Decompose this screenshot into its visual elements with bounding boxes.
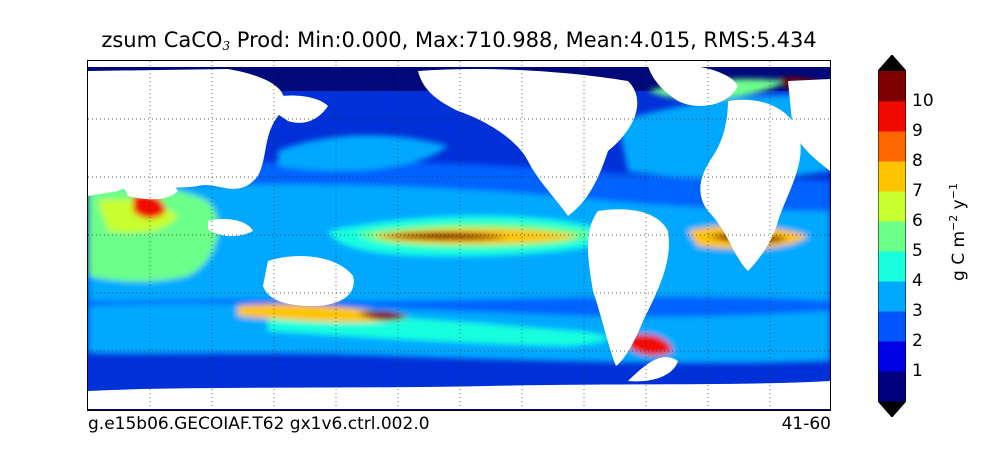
colorbar-label-exp2: −1	[947, 183, 961, 200]
colorbar-tick-label: 1	[912, 360, 923, 381]
years-caption: 41-60	[781, 414, 831, 434]
colorbar-segment	[878, 221, 906, 252]
colorbar-tick-label: 10	[912, 90, 934, 111]
colorbar-label: g C m−2 y−1	[947, 183, 969, 281]
colorbar-segment	[878, 311, 906, 342]
colorbar-label-mid: y	[948, 199, 969, 215]
colorbar-tick-label: 6	[912, 210, 923, 231]
colorbar-tick-label: 2	[912, 330, 923, 351]
colorbar-extend-max	[878, 55, 906, 71]
colorbar-label-main: g C m	[948, 230, 969, 281]
colorbar-tick-label: 5	[912, 240, 923, 261]
colorbar-segment	[878, 251, 906, 282]
colorbar-tick-label: 9	[912, 120, 923, 141]
colorbar-segment	[878, 71, 906, 102]
title-suffix: Prod: Min:0.000, Max:710.988, Mean:4.015…	[230, 28, 817, 52]
colorbar-segment	[878, 161, 906, 192]
colorbar-segment	[878, 131, 906, 162]
run-caption: g.e15b06.GECOIAF.T62 gx1v6.ctrl.002.0	[88, 414, 430, 434]
title-subscript: 3	[222, 39, 231, 53]
colorbar-extend-min	[878, 401, 906, 417]
colorbar-segment	[878, 101, 906, 132]
colorbar-segment	[878, 371, 906, 402]
colorbar-tick-label: 8	[912, 150, 923, 171]
colorbar	[878, 55, 906, 417]
colorbar-tick-label: 4	[912, 270, 923, 291]
map-title: zsum CaCO3 Prod: Min:0.000, Max:710.988,…	[0, 28, 918, 53]
colorbar-segment	[878, 341, 906, 372]
colorbar-tick-label: 3	[912, 300, 923, 321]
map-field	[88, 61, 830, 409]
global-ocean-map	[87, 60, 831, 411]
colorbar-segment	[878, 281, 906, 312]
colorbar-segment	[878, 191, 906, 222]
title-prefix: zsum CaCO	[101, 28, 223, 52]
colorbar-label-exp1: −2	[947, 214, 961, 231]
colorbar-tick-label: 7	[912, 180, 923, 201]
